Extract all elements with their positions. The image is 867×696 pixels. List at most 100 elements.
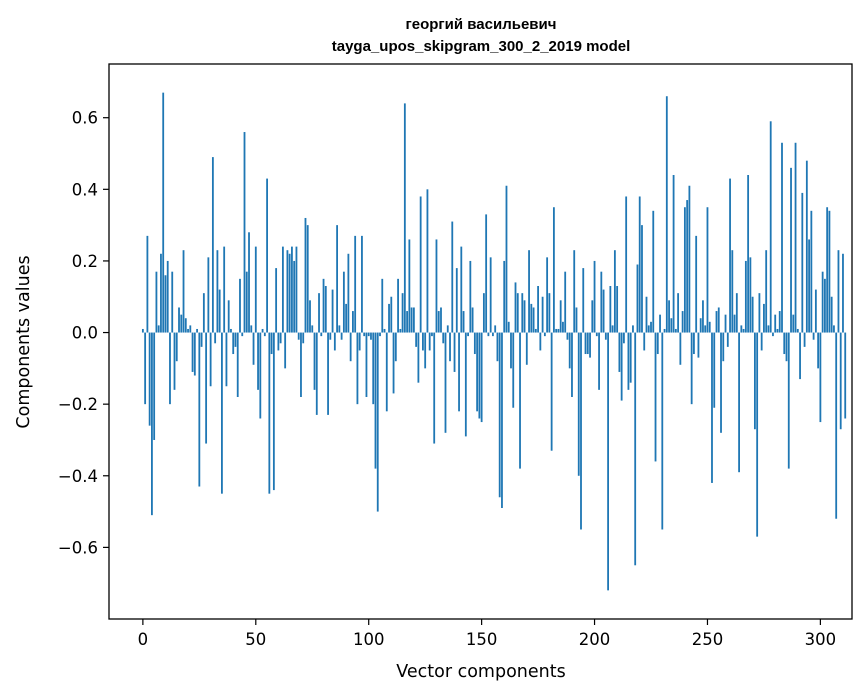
bar-6 (155, 271, 158, 333)
bar-308 (837, 250, 840, 333)
bar-204 (602, 289, 605, 333)
bar-221 (641, 225, 643, 333)
bar-90 (345, 303, 348, 333)
bar-309 (839, 332, 842, 430)
bar-214 (625, 196, 628, 333)
bar-19 (184, 318, 187, 333)
bar-74 (309, 300, 311, 333)
bar-212 (620, 332, 623, 401)
bar-149 (478, 332, 481, 419)
bar-187 (564, 271, 567, 333)
bar-169 (523, 300, 526, 333)
bar-186 (562, 321, 564, 333)
bar-36 (223, 246, 226, 333)
bar-70 (300, 332, 302, 397)
bar-155 (492, 332, 494, 337)
bar-243 (690, 332, 693, 405)
bar-68 (295, 246, 298, 333)
y-tick-label: 0.0 (72, 324, 98, 343)
y-axis-label: Components values (14, 255, 34, 428)
bar-240 (683, 207, 686, 333)
chart-title: георгий васильевич (406, 16, 557, 33)
y-tick-label: 0.6 (72, 109, 98, 128)
bar-131 (437, 311, 440, 333)
bar-22 (191, 332, 194, 372)
bar-195 (582, 268, 585, 333)
bar-129 (433, 332, 436, 444)
bar-150 (480, 332, 483, 423)
bar-43 (239, 278, 241, 333)
bar-249 (704, 325, 707, 333)
bar-156 (494, 325, 497, 333)
bar-123 (419, 196, 422, 333)
bar-183 (555, 328, 558, 333)
bar-281 (776, 328, 779, 333)
bar-66 (291, 246, 293, 333)
bar-177 (541, 296, 544, 333)
bar-110 (390, 296, 393, 333)
bar-89 (342, 271, 345, 333)
bar-125 (424, 332, 427, 369)
bar-46 (245, 271, 248, 333)
bar-28 (205, 332, 208, 444)
bar-84 (331, 289, 334, 333)
bar-14 (173, 332, 176, 390)
bar-282 (778, 311, 781, 333)
bar-23 (193, 332, 196, 376)
bar-297 (812, 332, 815, 340)
y-tick-label: −0.2 (58, 395, 98, 414)
bar-75 (311, 325, 314, 333)
bar-291 (799, 332, 801, 380)
bar-271 (753, 332, 756, 430)
bar-179 (546, 257, 549, 333)
bar-143 (464, 332, 467, 437)
x-tick-label: 250 (692, 630, 724, 649)
bar-44 (241, 332, 244, 337)
bar-293 (803, 332, 806, 347)
bar-13 (171, 271, 174, 333)
bar-77 (315, 332, 318, 415)
bar-238 (679, 332, 682, 365)
bar-233 (668, 300, 670, 333)
x-axis-label: Vector components (396, 662, 565, 682)
x-tick-label: 150 (466, 630, 498, 649)
bar-119 (410, 307, 413, 333)
bar-97 (361, 235, 363, 333)
bar-181 (550, 332, 553, 451)
bar-82 (327, 332, 329, 415)
bar-164 (512, 332, 515, 408)
y-tick-label: −0.4 (58, 467, 98, 486)
bar-190 (571, 332, 573, 397)
x-tick-label: 200 (579, 630, 611, 649)
bar-278 (769, 121, 772, 333)
bar-266 (742, 328, 745, 333)
bar-151 (482, 293, 485, 333)
bar-92 (349, 332, 352, 362)
bar-7 (157, 325, 160, 333)
bar-61 (279, 332, 282, 344)
bar-307 (835, 332, 838, 519)
bar-37 (225, 332, 228, 387)
bar-104 (376, 332, 379, 512)
bar-99 (365, 332, 368, 397)
bar-121 (415, 332, 418, 347)
bar-296 (810, 210, 813, 333)
bar-18 (182, 250, 185, 333)
bar-126 (426, 189, 429, 333)
bar-114 (399, 328, 402, 333)
bar-88 (340, 332, 343, 340)
bar-15 (175, 332, 178, 362)
bar-148 (476, 332, 479, 412)
bar-168 (521, 293, 524, 333)
bar-241 (686, 200, 689, 333)
bar-142 (462, 311, 465, 333)
bar-138 (453, 332, 456, 372)
bar-265 (740, 325, 743, 333)
bar-3 (148, 332, 151, 426)
bar-202 (598, 332, 600, 390)
bar-80 (322, 278, 325, 333)
bar-31 (211, 157, 214, 333)
bar-263 (735, 293, 738, 333)
bar-256 (720, 332, 722, 433)
bar-239 (681, 311, 684, 333)
